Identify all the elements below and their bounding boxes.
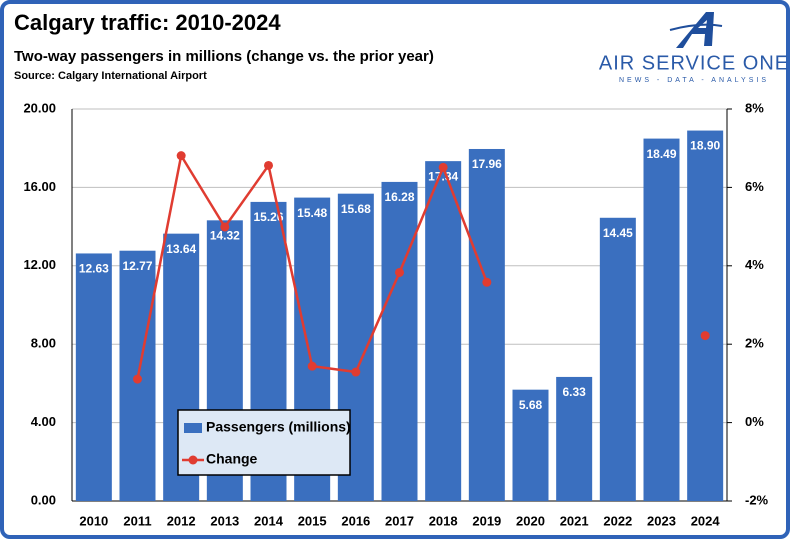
data-label: 12.63 [79,262,109,276]
y2-tick-label: 8% [745,100,764,115]
x-tick-label: 2010 [79,513,108,528]
logo-tagline: NEWS - DATA - ANALYSIS [619,77,769,84]
line-point [351,367,361,377]
data-label: 15.48 [297,206,327,220]
legend-swatch [184,423,202,433]
y2-tick-label: 6% [745,179,764,194]
chart-subtitle: Two-way passengers in millions (change v… [14,48,434,65]
line-point [307,361,317,371]
logo-icon [676,12,714,48]
x-tick-label: 2012 [167,513,196,528]
x-tick-label: 2018 [429,513,458,528]
y2-tick-label: 4% [745,257,764,272]
chart-source: Source: Calgary International Airport [14,70,207,82]
bar [599,217,636,501]
y-tick-label: 20.00 [23,100,56,115]
bar [468,148,505,501]
legend-swatch [188,455,198,465]
data-label: 18.90 [690,139,720,153]
legend-label: Change [206,451,258,467]
data-label: 17.34 [428,169,458,183]
y-tick-label: 16.00 [23,179,56,194]
y-tick-label: 12.00 [23,257,56,272]
data-label: 16.28 [384,190,414,204]
x-tick-label: 2017 [385,513,414,528]
x-tick-label: 2016 [341,513,370,528]
bar [381,181,418,502]
x-tick-label: 2023 [647,513,676,528]
logo-swoosh [669,23,723,31]
chart-title: Calgary traffic: 2010-2024 [14,10,281,35]
data-label: 13.64 [166,242,196,256]
legend-label: Passengers (millions) [206,419,351,435]
x-tick-label: 2014 [254,513,284,528]
y-tick-label: 0.00 [31,492,56,507]
bar [425,161,462,502]
line-point [395,267,404,277]
data-label: 14.32 [210,228,240,242]
data-label: 18.49 [646,147,676,161]
data-label: 17.96 [472,157,502,171]
x-tick-label: 2021 [560,513,589,528]
bar [556,376,593,501]
y-tick-label: 8.00 [31,336,56,351]
x-tick-label: 2024 [691,513,721,528]
legend [177,409,351,476]
x-tick-label: 2011 [123,513,151,528]
x-tick-label: 2013 [210,513,239,528]
x-tick-label: 2019 [472,513,501,528]
bar [643,138,680,501]
line-point [482,277,492,287]
line-point [700,331,710,341]
x-tick-label: 2015 [298,513,327,528]
line-point [176,151,186,161]
line-point [133,374,142,384]
data-label: 15.26 [253,210,283,224]
y2-tick-label: 0% [745,414,764,429]
data-label: 15.68 [341,202,371,216]
data-label: 12.77 [122,259,152,273]
data-label: 14.45 [603,226,633,240]
x-tick-label: 2020 [516,513,545,528]
line-point [220,222,230,232]
y2-tick-label: 2% [745,336,764,351]
bar [687,130,724,501]
bar [75,253,112,501]
y-tick-label: 4.00 [31,414,56,429]
bar [512,389,549,501]
y2-tick-label: -2% [745,492,769,507]
logo-name: AIR SERVICE ONE [599,52,789,74]
data-label: 6.33 [562,385,586,399]
line-point [438,162,448,172]
line-point [264,160,273,170]
data-label: 5.68 [519,398,543,412]
x-tick-label: 2022 [603,513,632,528]
